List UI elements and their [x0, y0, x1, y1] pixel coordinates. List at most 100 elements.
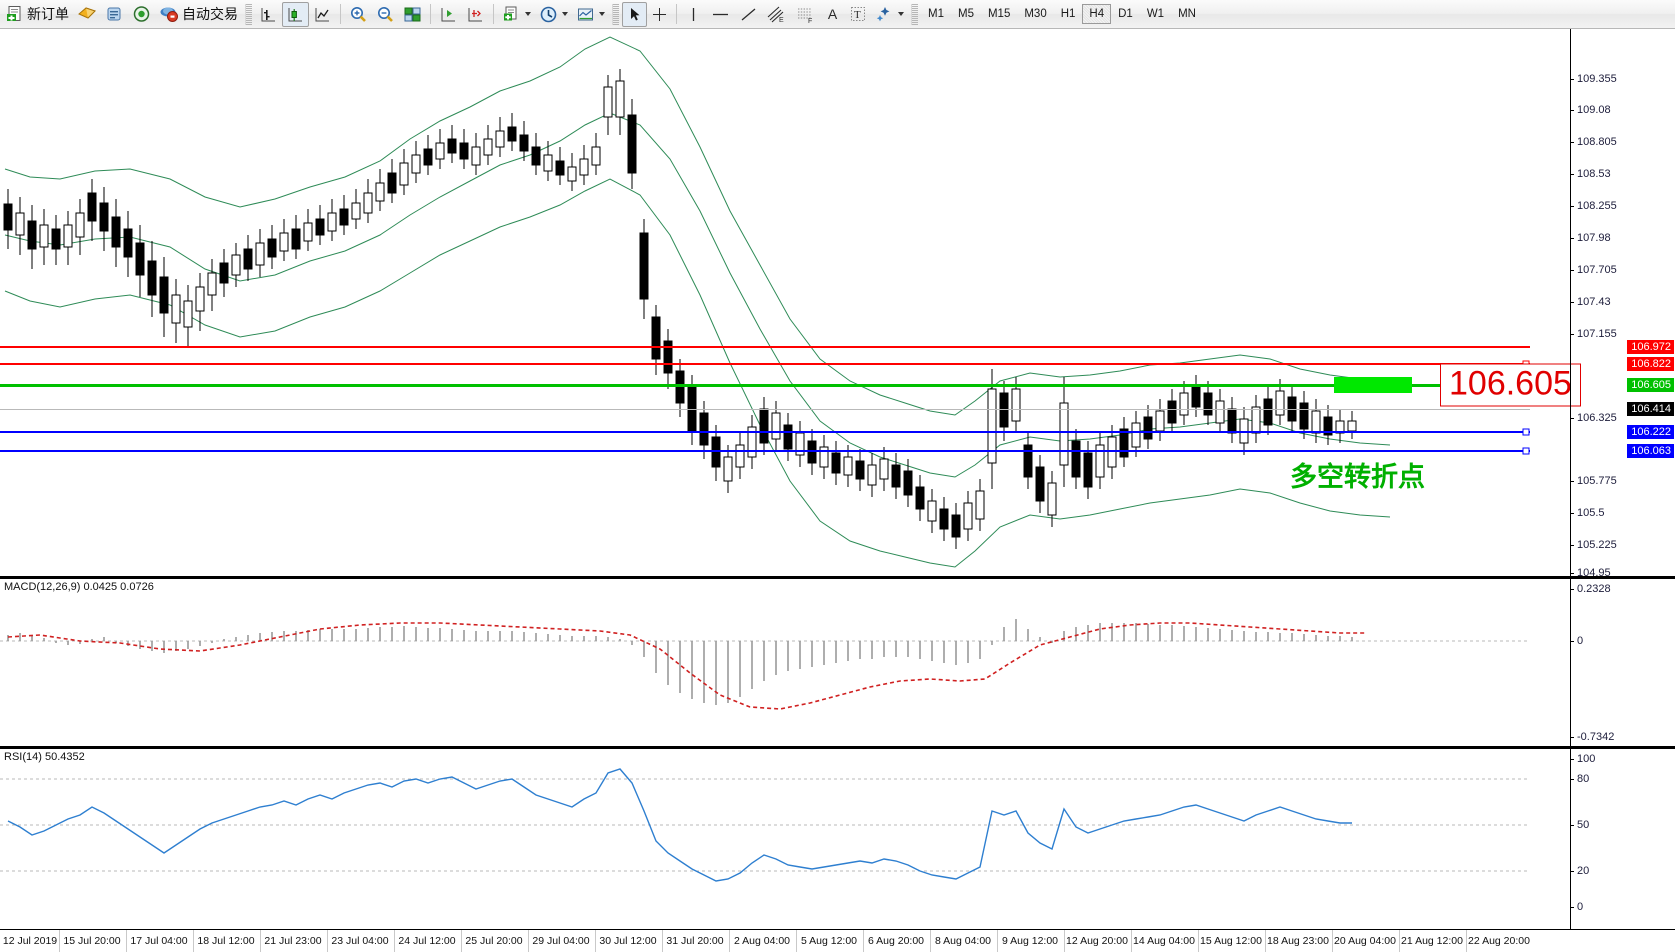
level-tag-resistance-2[interactable]: 106.822: [1627, 357, 1674, 371]
zoom-out-button[interactable]: [372, 2, 399, 27]
expert-advisors-button[interactable]: [73, 2, 101, 27]
level-tag-resistance-1[interactable]: 106.972: [1627, 340, 1674, 354]
support-line-1[interactable]: [0, 431, 1530, 433]
timeframe-d1[interactable]: D1: [1118, 8, 1133, 20]
period-button[interactable]: [535, 2, 572, 27]
timeframe-mn[interactable]: MN: [1178, 8, 1196, 20]
date-tick-label: 14 Aug 04:00: [1133, 935, 1195, 947]
rsi-tick-label: 80: [1577, 773, 1590, 785]
macd-axis[interactable]: 0.2328 0 -0.7342: [1570, 579, 1675, 746]
chevron-down-icon[interactable]: [898, 12, 904, 16]
timeframe-w1[interactable]: W1: [1146, 8, 1165, 20]
new-template-button[interactable]: [498, 2, 535, 27]
price-callout[interactable]: 106.605: [1440, 363, 1581, 407]
chart-shift-button[interactable]: [435, 2, 462, 27]
tile-windows-button[interactable]: [399, 2, 426, 27]
date-tick-label: 23 Jul 04:00: [331, 935, 389, 947]
level-tag-support-1[interactable]: 106.222: [1627, 425, 1674, 439]
price-tick-label: 107.155: [1577, 328, 1617, 340]
rsi-pane[interactable]: RSI(14) 50.4352 100 80 50 20 0: [0, 749, 1675, 931]
price-tick-label: 109.355: [1577, 73, 1617, 85]
timeframe-m30[interactable]: M30: [1024, 8, 1047, 20]
zoom-in-icon: [349, 5, 368, 24]
pane-separator-rsi[interactable]: [0, 746, 1675, 749]
date-tick: [193, 930, 194, 952]
support-line-2[interactable]: [0, 450, 1530, 452]
chart-window[interactable]: USDJPY-,H4 106.415 106.423 106.410 106.4…: [0, 29, 1675, 952]
date-tick: [1466, 930, 1467, 952]
support-line-1-anchor[interactable]: [1522, 428, 1530, 436]
macd-tick: [1570, 737, 1574, 738]
auto-scroll-button[interactable]: [462, 2, 489, 27]
indicators-icon: [576, 5, 595, 24]
price-tick: [1570, 513, 1574, 514]
price-tick-label: 107.43: [1577, 296, 1611, 308]
toolbar-grip-2[interactable]: [612, 3, 619, 25]
equidistant-channel-button[interactable]: E: [762, 2, 791, 27]
pivot-line[interactable]: [0, 384, 1530, 387]
timeframe-h4[interactable]: H4: [1082, 4, 1112, 24]
data-window-icon: [105, 5, 124, 23]
pane-separator-macd[interactable]: [0, 576, 1675, 579]
level-tag-pivot[interactable]: 106.605: [1627, 378, 1674, 392]
price-axis[interactable]: 109.355 109.08 108.805 108.53 108.255 10…: [1570, 29, 1675, 579]
last-price-line: [0, 409, 1530, 410]
date-tick: [1265, 930, 1266, 952]
price-tick-label: 105.5: [1577, 507, 1605, 519]
resistance-line-2[interactable]: [0, 363, 1530, 365]
date-tick-label: 12 Aug 20:00: [1066, 935, 1128, 947]
date-tick: [528, 930, 529, 952]
rsi-axis[interactable]: 100 80 50 20 0: [1570, 749, 1675, 931]
macd-pane[interactable]: MACD(12,26,9) 0.0425 0.0726 0.2328 0 -0.…: [0, 579, 1675, 746]
timeframe-m15[interactable]: M15: [987, 8, 1011, 20]
objects-icon: [875, 5, 894, 23]
candlestick-chart-button[interactable]: [282, 1, 309, 27]
rsi-tick-label: 0: [1577, 901, 1584, 913]
rsi-axis-line: [1570, 749, 1571, 931]
date-tick: [461, 930, 462, 952]
crosshair-button[interactable]: [647, 2, 672, 27]
date-tick-label: 15 Aug 12:00: [1200, 935, 1262, 947]
toolbar-grip-1[interactable]: [245, 3, 252, 25]
pivot-highlight-box[interactable]: [1334, 377, 1412, 393]
timeframe-h1[interactable]: H1: [1060, 8, 1076, 20]
navigator-button[interactable]: [128, 2, 155, 27]
chevron-down-icon[interactable]: [525, 12, 531, 16]
autotrading-button[interactable]: 自动交易: [155, 2, 242, 27]
trendline-button[interactable]: [735, 2, 762, 27]
support-line-2-anchor[interactable]: [1522, 447, 1530, 455]
text-button[interactable]: A: [820, 2, 845, 27]
chevron-down-icon[interactable]: [562, 12, 568, 16]
date-tick: [394, 930, 395, 952]
date-tick-label: 15 Jul 20:00: [63, 935, 121, 947]
chevron-down-icon[interactable]: [599, 12, 605, 16]
price-tick: [1570, 206, 1574, 207]
line-chart-button[interactable]: [309, 2, 336, 27]
date-tick-label: 21 Aug 12:00: [1401, 935, 1463, 947]
fibonacci-button[interactable]: F: [791, 2, 820, 27]
macd-tick-label: -0.7342: [1577, 731, 1615, 743]
date-tick: [863, 930, 864, 952]
vertical-line-button[interactable]: [681, 2, 706, 27]
cursor-button[interactable]: [622, 1, 647, 27]
bar-chart-button[interactable]: [255, 2, 282, 27]
price-pane[interactable]: 106.605 多空转折点 109.355 109.08 108.805 108…: [0, 29, 1675, 579]
new-order-button[interactable]: 新订单: [2, 2, 73, 27]
price-tick: [1570, 174, 1574, 175]
timeframe-m5[interactable]: M5: [957, 8, 974, 20]
level-tag-support-2[interactable]: 106.063: [1627, 444, 1674, 458]
objects-button[interactable]: [871, 2, 908, 27]
toolbar-grip-3[interactable]: [911, 3, 918, 25]
zoom-in-button[interactable]: [345, 2, 372, 27]
resistance-line-1[interactable]: [0, 346, 1530, 348]
horizontal-line-button[interactable]: [706, 2, 735, 27]
date-axis[interactable]: 12 Jul 2019 15 Jul 20:00 17 Jul 04:00 18…: [0, 929, 1675, 952]
data-window-button[interactable]: [101, 2, 128, 27]
text-label-button[interactable]: T: [845, 2, 871, 27]
bar-chart-icon: [259, 5, 278, 24]
timeframe-m1[interactable]: M1: [928, 8, 944, 20]
indicators-button[interactable]: [572, 2, 609, 27]
date-tick-label: 25 Jul 20:00: [465, 935, 523, 947]
autotrading-icon: [159, 5, 179, 23]
macd-tick: [1570, 589, 1574, 590]
